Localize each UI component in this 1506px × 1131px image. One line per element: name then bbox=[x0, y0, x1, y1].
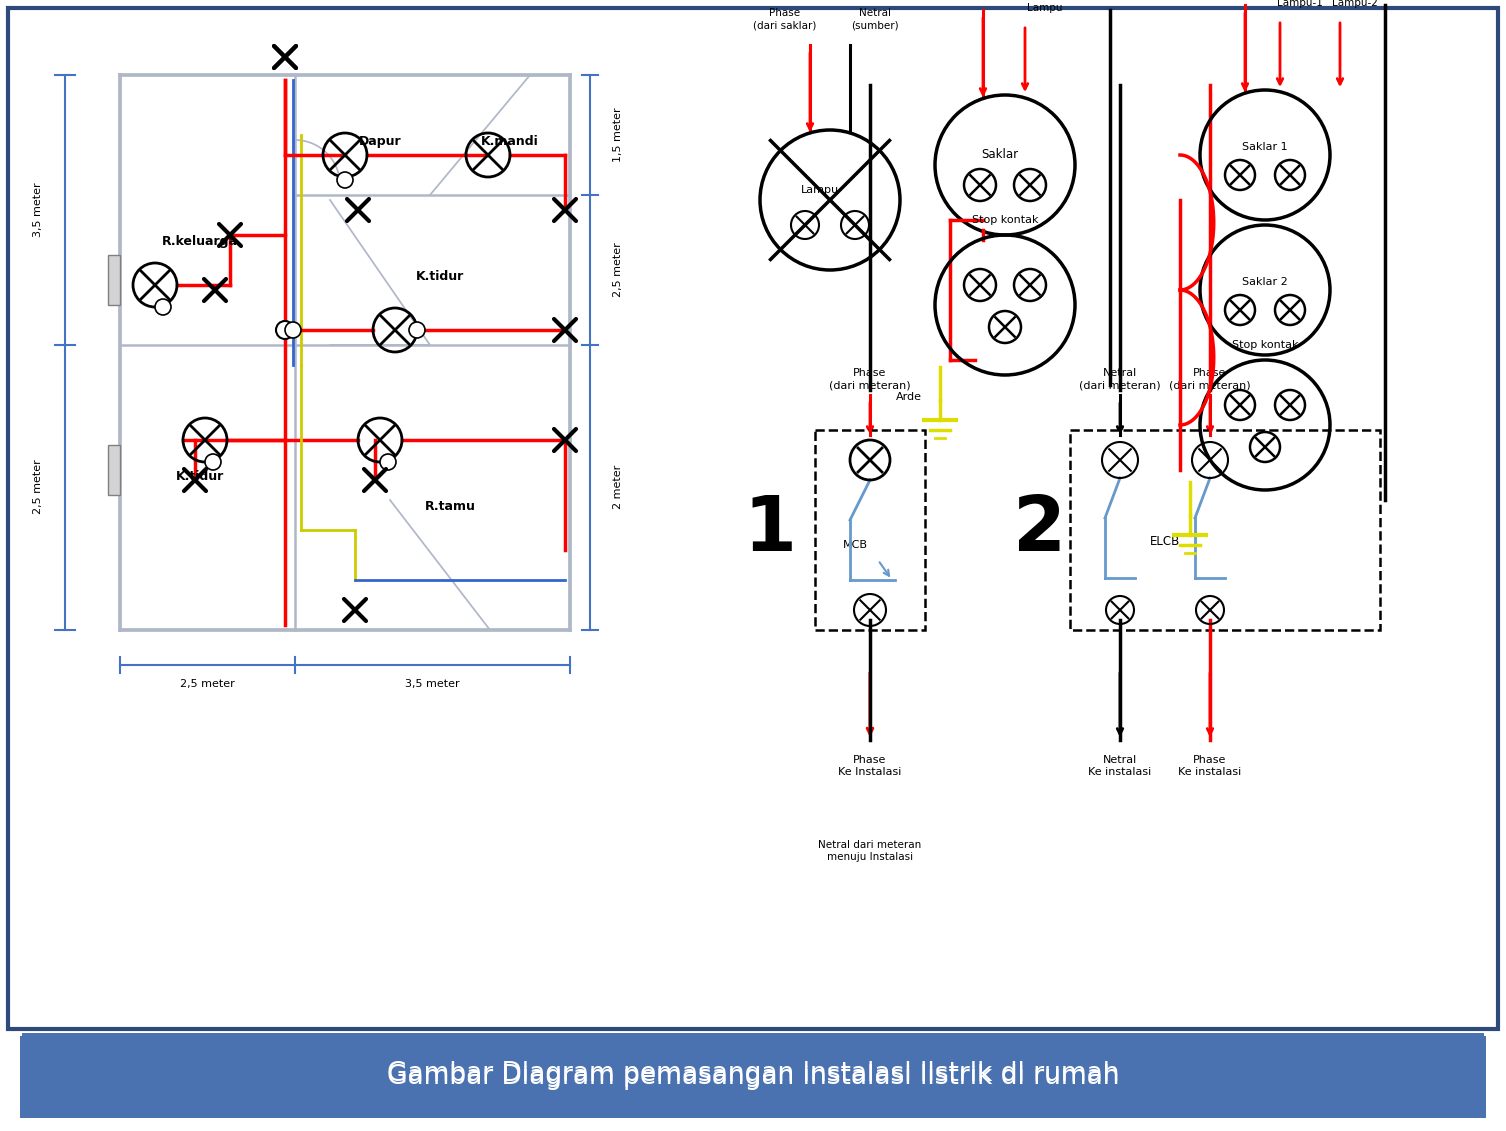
Text: Phase
(dari meteran): Phase (dari meteran) bbox=[1169, 369, 1251, 390]
Text: Arde: Arde bbox=[1149, 507, 1175, 517]
Text: 2,5 meter: 2,5 meter bbox=[33, 459, 44, 515]
Bar bbox=[108, 254, 120, 305]
Text: 1,5 meter: 1,5 meter bbox=[613, 107, 623, 163]
Text: R.keluarga: R.keluarga bbox=[163, 235, 238, 248]
Text: Arde: Arde bbox=[896, 392, 922, 402]
Text: Dapur: Dapur bbox=[358, 135, 401, 148]
Circle shape bbox=[410, 322, 425, 338]
Text: Phase
Ke Instalasi: Phase Ke Instalasi bbox=[839, 756, 902, 777]
Circle shape bbox=[380, 454, 396, 470]
FancyBboxPatch shape bbox=[20, 1036, 1486, 1119]
Text: Phase
(dari meteran): Phase (dari meteran) bbox=[830, 369, 911, 390]
Text: Saklar: Saklar bbox=[982, 148, 1018, 162]
FancyBboxPatch shape bbox=[1069, 430, 1379, 630]
Text: Gambar Diagram pemasangan instalasi listrik di rumah: Gambar Diagram pemasangan instalasi list… bbox=[387, 1064, 1119, 1090]
Text: 2: 2 bbox=[1014, 493, 1066, 567]
Text: 2,5 meter: 2,5 meter bbox=[613, 243, 623, 297]
Text: Lampu: Lampu bbox=[801, 185, 839, 195]
Text: Stop kontak: Stop kontak bbox=[1232, 340, 1298, 349]
Text: Stop kontak: Stop kontak bbox=[971, 215, 1038, 225]
Text: Phase
Ke instalasi: Phase Ke instalasi bbox=[1178, 756, 1241, 777]
Text: Lampu-1: Lampu-1 bbox=[1277, 0, 1322, 8]
Circle shape bbox=[337, 172, 352, 188]
Text: K.tidur: K.tidur bbox=[176, 470, 224, 483]
Text: 1: 1 bbox=[744, 493, 797, 567]
Text: Netral
(dari meteran): Netral (dari meteran) bbox=[1080, 369, 1161, 390]
Text: Saklar 2: Saklar 2 bbox=[1242, 277, 1288, 287]
Text: 2,5 meter: 2,5 meter bbox=[179, 679, 235, 689]
Text: Gambar Diagram pemasangan instalasi listrik di rumah: Gambar Diagram pemasangan instalasi list… bbox=[387, 1061, 1119, 1087]
Bar bbox=[108, 444, 120, 495]
Text: 3,5 meter: 3,5 meter bbox=[33, 183, 44, 238]
Text: K.tidur: K.tidur bbox=[416, 270, 464, 283]
Text: Netral dari meteran
menuju Instalasi: Netral dari meteran menuju Instalasi bbox=[818, 840, 922, 862]
Text: 3,5 meter: 3,5 meter bbox=[405, 679, 459, 689]
FancyBboxPatch shape bbox=[8, 8, 1498, 1029]
FancyBboxPatch shape bbox=[23, 1033, 1483, 1115]
Text: Phase
(dari saklar): Phase (dari saklar) bbox=[753, 8, 816, 31]
Circle shape bbox=[285, 322, 301, 338]
Text: MCB: MCB bbox=[842, 539, 867, 550]
Text: Lampu: Lampu bbox=[1027, 3, 1063, 12]
Circle shape bbox=[155, 299, 172, 316]
Text: R.tamu: R.tamu bbox=[425, 500, 476, 513]
Text: Netral
(sumber): Netral (sumber) bbox=[851, 8, 899, 31]
Text: ELCB: ELCB bbox=[1151, 535, 1181, 549]
Text: Lampu-2: Lampu-2 bbox=[1333, 0, 1378, 8]
Text: Netral
Ke instalasi: Netral Ke instalasi bbox=[1089, 756, 1152, 777]
Circle shape bbox=[276, 321, 294, 339]
Text: Saklar 1: Saklar 1 bbox=[1242, 143, 1288, 152]
Text: 2 meter: 2 meter bbox=[613, 465, 623, 509]
FancyBboxPatch shape bbox=[815, 430, 925, 630]
Circle shape bbox=[205, 454, 221, 470]
Text: K.mandi: K.mandi bbox=[480, 135, 539, 148]
